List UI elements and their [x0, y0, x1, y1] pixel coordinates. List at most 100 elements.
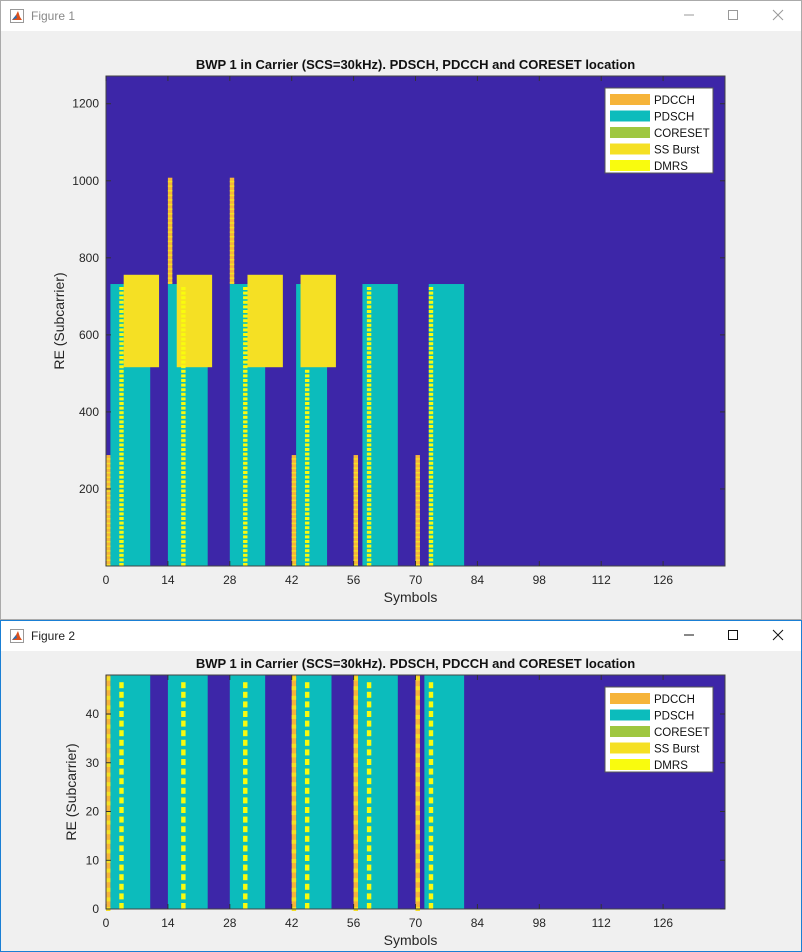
dmrs-cell	[119, 305, 124, 309]
dmrs-cell	[243, 305, 248, 309]
pdcch-stripe	[167, 282, 173, 284]
dmrs-cell	[181, 682, 186, 689]
dmrs-cell	[119, 730, 124, 737]
legend-entry: SS Burst	[654, 744, 700, 756]
dmrs-cell	[119, 691, 124, 698]
pdcch-stripe	[106, 467, 111, 469]
pdcch-stripe	[415, 801, 420, 806]
dmrs-cell	[119, 720, 124, 727]
pdcch-stripe	[106, 782, 111, 787]
pdcch-stripe	[229, 263, 235, 266]
dmrs-cell	[181, 778, 186, 785]
pdcch-stripe	[167, 213, 173, 215]
dmrs-cell	[243, 310, 248, 313]
dmrs-cell	[181, 544, 186, 548]
pdcch-stripe	[229, 217, 235, 220]
pdcch-stripe	[353, 490, 359, 492]
legend[interactable]: PDCCH PDSCH CORESET SS Burst DMRS	[604, 87, 714, 174]
pdcch-stripe	[106, 559, 111, 561]
dmrs-cell	[243, 415, 248, 419]
dmrs-cell	[243, 682, 248, 689]
dmrs-cell	[304, 415, 310, 419]
dmrs-cell	[366, 521, 372, 525]
x-tick-label: 14	[161, 573, 175, 587]
dmrs-cell	[366, 402, 372, 405]
legend-swatch	[610, 693, 650, 704]
dmrs-cell	[304, 475, 310, 479]
dmrs-cell	[119, 544, 124, 548]
dmrs-cell	[243, 855, 248, 861]
chart-title: BWP 1 in Carrier (SCS=30kHz). PDSCH, PDC…	[196, 656, 635, 671]
dmrs-cell	[366, 711, 372, 717]
dmrs-cell	[119, 346, 124, 350]
y-axis-label: RE (Subcarrier)	[51, 272, 67, 369]
pdcch-stripe	[353, 554, 359, 557]
dmrs-cell	[304, 383, 310, 387]
maximize-icon	[728, 10, 738, 20]
pdcch-stripe	[106, 536, 111, 538]
dmrs-region	[304, 682, 310, 909]
dmrs-cell	[366, 480, 372, 484]
pdcch-region	[353, 675, 359, 911]
dmrs-cell	[304, 452, 310, 456]
dmrs-cell	[119, 420, 124, 424]
pdcch-stripe	[415, 564, 420, 566]
dmrs-cell	[119, 864, 124, 871]
dmrs-cell	[181, 903, 186, 909]
title-bar[interactable]: Figure 1	[1, 1, 801, 31]
pdcch-stripe	[415, 715, 420, 719]
dmrs-cell	[181, 512, 186, 516]
minimize-button[interactable]	[678, 5, 700, 27]
maximize-button[interactable]	[722, 5, 744, 27]
pdcch-stripe	[353, 878, 359, 883]
figure-1-chart[interactable]: BWP 1 in Carrier (SCS=30kHz). PDSCH, PDC…	[1, 31, 801, 619]
dmrs-cell	[366, 429, 372, 433]
pdcch-stripe	[106, 481, 111, 483]
pdcch-stripe	[106, 859, 111, 863]
close-button[interactable]	[767, 625, 789, 647]
dmrs-cell	[304, 526, 310, 530]
y-tick-label: 200	[79, 482, 99, 496]
pdcch-stripe	[415, 676, 420, 681]
pdcch-stripe	[229, 190, 235, 192]
minimize-button[interactable]	[678, 625, 700, 647]
figure-2-chart[interactable]: BWP 1 in Carrier (SCS=30kHz). PDSCH, PDC…	[1, 651, 801, 951]
y-axis-label: RE (Subcarrier)	[63, 743, 79, 840]
dmrs-cell	[181, 374, 186, 378]
legend[interactable]: PDCCH PDSCH CORESET SS Burst DMRS	[604, 686, 714, 773]
pdcch-stripe	[229, 185, 235, 187]
dmrs-cell	[181, 415, 186, 419]
dmrs-cell	[366, 558, 372, 562]
dmrs-cell	[181, 351, 186, 355]
pdcch-stripe	[415, 554, 420, 557]
dmrs-cell	[119, 471, 124, 474]
pdcch-stripe	[106, 791, 111, 796]
dmrs-cell	[243, 498, 248, 502]
title-bar[interactable]: Figure 2	[1, 621, 801, 651]
dmrs-cell	[119, 402, 124, 405]
pdcch-stripe	[291, 868, 297, 873]
pdcch-stripe	[353, 531, 359, 534]
pdcch-stripe	[106, 554, 111, 557]
dmrs-cell	[428, 346, 434, 350]
dmrs-cell	[366, 778, 372, 785]
dmrs-cell	[243, 739, 248, 746]
dmrs-region	[366, 682, 372, 909]
dmrs-cell	[119, 314, 124, 318]
dmrs-cell	[119, 816, 124, 823]
dmrs-cell	[366, 682, 372, 689]
dmrs-cell	[243, 420, 248, 424]
dmrs-cell	[428, 778, 434, 785]
dmrs-cell	[243, 346, 248, 350]
dmrs-cell	[428, 328, 434, 332]
legend-swatch	[610, 160, 650, 171]
dmrs-cell	[428, 835, 434, 842]
dmrs-cell	[181, 360, 186, 364]
pdcch-stripe	[291, 849, 297, 854]
close-button[interactable]	[767, 5, 789, 27]
pdcch-stripe	[229, 259, 235, 261]
maximize-button[interactable]	[722, 625, 744, 647]
pdcch-stripe	[106, 504, 111, 506]
pdcch-stripe	[415, 550, 420, 552]
dmrs-cell	[119, 526, 124, 530]
